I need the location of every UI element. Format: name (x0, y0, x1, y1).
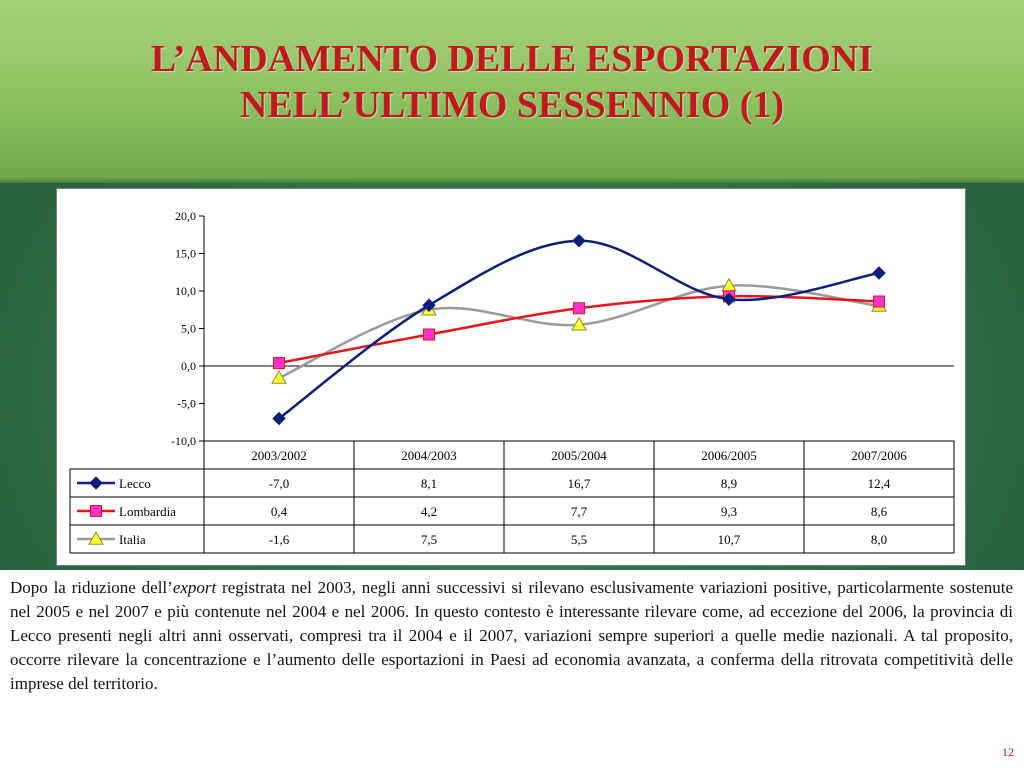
legend-label-lombardia: Lombardia (119, 504, 176, 519)
table-cell-italia: -1,6 (269, 532, 290, 547)
body-text-post: registrata nel 2003, negli anni successi… (10, 578, 1013, 693)
chart-panel: 20,0 15,0 10,0 5,0 0,0 -5,0 -10,0 2003/2002 2004… (56, 188, 966, 566)
table-cell-italia: 7,5 (421, 532, 437, 547)
legend-marker-lombardia (90, 505, 102, 517)
legend-label-italia: Italia (119, 532, 146, 547)
x-category-label: 2007/2006 (851, 448, 907, 463)
table-cell-lecco: -7,0 (269, 476, 290, 491)
x-category-label: 2003/2002 (251, 448, 307, 463)
x-category-label: 2006/2005 (701, 448, 757, 463)
y-tick-label: -5,0 (177, 397, 196, 411)
data-point-lecco (722, 292, 736, 306)
legend-marker-italia (88, 530, 104, 545)
y-tick-label: 20,0 (175, 209, 196, 223)
title-line-1: L’ANDAMENTO DELLE ESPORTAZIONI (150, 38, 874, 80)
body-text-emphasis: export (172, 578, 217, 597)
data-point-italia (571, 316, 587, 331)
legend-marker-lecco (89, 476, 103, 490)
table-cell-lecco: 8,9 (721, 476, 737, 491)
text-panel (0, 570, 1024, 768)
y-tick-label: 5,0 (181, 322, 196, 336)
x-category-label: 2004/2003 (401, 448, 457, 463)
body-text-pre: Dopo la riduzione dell’ (10, 578, 173, 597)
table-cell-lombardia: 0,4 (271, 504, 288, 519)
table-cell-lombardia: 7,7 (571, 504, 588, 519)
table-body (69, 468, 955, 554)
table-cell-italia: 8,0 (871, 532, 887, 547)
y-tick-label: 15,0 (175, 247, 196, 261)
data-point-lecco (422, 298, 436, 312)
title-line-2: NELL’ULTIMO SESSENNIO (1) (239, 84, 785, 126)
data-point-italia (271, 369, 287, 384)
data-point-lecco (872, 266, 886, 280)
page-number: 12 (1002, 745, 1014, 759)
data-point-lombardia (573, 302, 585, 315)
y-tick-label: -10,0 (171, 434, 196, 448)
table-cell-italia: 5,5 (571, 532, 587, 547)
legend-label-lecco: Lecco (119, 476, 151, 491)
x-category-label: 2005/2004 (551, 448, 607, 463)
y-tick-label: 10,0 (175, 284, 196, 298)
body-paragraph: Dopo la riduzione dell’export registrata… (10, 576, 1013, 696)
header-band (0, 0, 1024, 183)
table-cell-lecco: 16,7 (568, 476, 591, 491)
data-point-lombardia (423, 328, 435, 341)
slide-title: L’ANDAMENTO DELLE ESPORTAZIONI NELL’ULTI… (0, 36, 1024, 128)
line-chart: 20,0 15,0 10,0 5,0 0,0 -5,0 -10,0 2003/2002 2004… (69, 209, 955, 554)
data-point-lecco (272, 411, 286, 426)
data-point-lombardia (873, 295, 885, 308)
data-point-lecco (572, 234, 586, 248)
series-line-italia (278, 284, 880, 380)
table-cell-lombardia: 8,6 (871, 504, 888, 519)
table-cell-lecco: 8,1 (421, 476, 437, 491)
table-cell-lecco: 12,4 (868, 476, 891, 491)
table-cell-lombardia: 9,3 (721, 504, 737, 519)
table-cell-italia: 10,7 (718, 532, 741, 547)
data-point-lombardia (273, 357, 285, 369)
table-cell-lombardia: 4,2 (421, 504, 437, 519)
y-tick-label: 0,0 (181, 359, 196, 373)
